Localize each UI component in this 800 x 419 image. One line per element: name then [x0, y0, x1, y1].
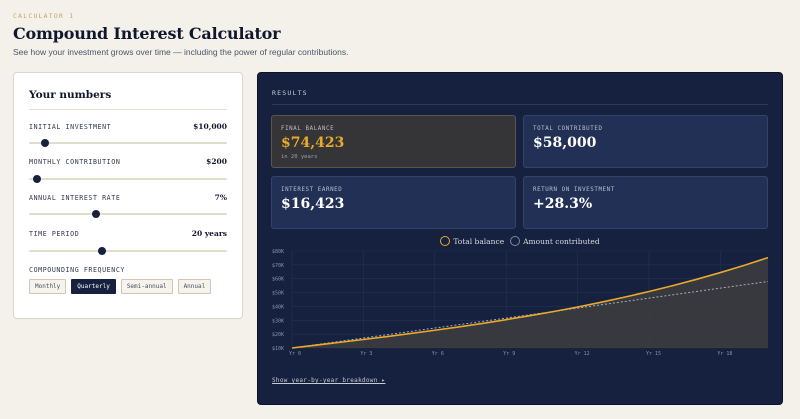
inputs-card: Your numbers INITIAL INVESTMENT $10,000 … — [13, 72, 243, 319]
time-period-slider[interactable] — [29, 247, 227, 255]
y-tick-label: $10K — [272, 346, 284, 352]
interest-earned-value: $16,423 — [281, 196, 345, 212]
x-tick-label: Yr 3 — [360, 351, 372, 355]
chart-legend: Total balance Amount contributed — [258, 236, 782, 246]
amount-contributed-swatch-icon — [510, 236, 521, 246]
frequency-option-annual[interactable]: Annual — [177, 279, 212, 294]
time-period-value: 20 years — [191, 229, 227, 238]
y-tick-label: $80K — [272, 249, 284, 255]
initial-investment-slider[interactable] — [29, 139, 227, 147]
total-contributed-value: $58,000 — [533, 135, 597, 151]
time-period-thumb[interactable] — [98, 247, 107, 255]
x-tick-label: Yr 0 — [289, 351, 301, 355]
legend-total-balance-label: Total balance — [453, 236, 505, 246]
results-label: RESULTS — [272, 89, 308, 97]
legend-total-balance[interactable]: Total balance — [440, 236, 504, 246]
amount-contributed-line — [291, 280, 769, 349]
monthly-contribution-label: MONTHLY CONTRIBUTION — [29, 158, 121, 166]
balance-area — [292, 257, 768, 348]
y-tick-label: $30K — [272, 318, 284, 324]
total-balance-line — [291, 256, 769, 349]
compounding-frequency-label: COMPOUNDING FREQUENCY — [29, 266, 125, 274]
x-tick-label: Yr 9 — [503, 351, 515, 355]
roi-value: +28.3% — [533, 196, 593, 212]
final-balance-value: $74,423 — [281, 135, 345, 151]
interest-rate-value: 7% — [214, 193, 227, 202]
page-title: Compound Interest Calculator — [13, 24, 281, 43]
total-contributed-label: TOTAL CONTRIBUTED — [533, 126, 603, 132]
y-tick-label: $60K — [272, 277, 284, 283]
y-tick-label: $70K — [272, 263, 284, 269]
compounding-frequency-options: Monthly Quarterly Semi-annual Annual — [29, 279, 212, 294]
interest-rate-slider[interactable] — [29, 210, 227, 218]
interest-rate-thumb[interactable] — [92, 210, 101, 218]
page-subtitle: See how your investment grows over time … — [13, 47, 349, 57]
x-tick-label: Yr 6 — [432, 351, 444, 355]
monthly-contribution-thumb[interactable] — [32, 175, 41, 183]
results-panel: RESULTS FINAL BALANCE $74,423 in 20 year… — [257, 72, 783, 405]
frequency-option-quarterly[interactable]: Quarterly — [71, 279, 116, 294]
monthly-contribution-value: $200 — [206, 157, 227, 166]
inputs-title: Your numbers — [29, 89, 112, 101]
time-period-label: TIME PERIOD — [29, 230, 80, 238]
interest-rate-label: ANNUAL INTEREST RATE — [29, 194, 121, 202]
final-balance-label: FINAL BALANCE — [281, 126, 335, 132]
initial-investment-value: $10,000 — [193, 122, 227, 131]
total-contributed-card: TOTAL CONTRIBUTED $58,000 — [523, 115, 768, 168]
roi-card: RETURN ON INVESTMENT +28.3% — [523, 176, 768, 229]
results-divider — [272, 104, 768, 105]
x-tick-label: Yr 12 — [575, 351, 590, 355]
divider — [29, 109, 227, 110]
initial-investment-label: INITIAL INVESTMENT — [29, 123, 112, 131]
legend-amount-contributed-label: Amount contributed — [523, 236, 600, 246]
interest-earned-card: INTEREST EARNED $16,423 — [271, 176, 516, 229]
growth-chart: $10K $20K $30K $40K $50K $60K $70K $80K Yr 0 Yr 3… — [272, 249, 769, 355]
final-balance-card: FINAL BALANCE $74,423 in 20 years — [271, 115, 516, 168]
year-by-year-breakdown-link[interactable]: Show year-by-year breakdown ▸ — [272, 377, 386, 384]
frequency-option-semi-annual[interactable]: Semi-annual — [120, 279, 173, 294]
frequency-option-monthly[interactable]: Monthly — [29, 279, 67, 294]
legend-amount-contributed[interactable]: Amount contributed — [510, 236, 600, 246]
y-tick-label: $50K — [272, 291, 284, 297]
roi-label: RETURN ON INVESTMENT — [533, 187, 615, 193]
total-balance-swatch-icon — [440, 236, 451, 246]
y-tick-label: $40K — [272, 304, 284, 310]
interest-earned-label: INTEREST EARNED — [281, 187, 343, 193]
x-tick-label: Yr 18 — [717, 351, 732, 355]
monthly-contribution-slider[interactable] — [29, 175, 227, 183]
initial-investment-thumb[interactable] — [40, 139, 49, 147]
final-balance-sub: in 20 years — [281, 154, 318, 160]
calculator-eyebrow: CALCULATOR 1 — [13, 12, 75, 20]
y-tick-label: $20K — [272, 332, 284, 338]
x-tick-label: Yr 15 — [646, 351, 661, 355]
